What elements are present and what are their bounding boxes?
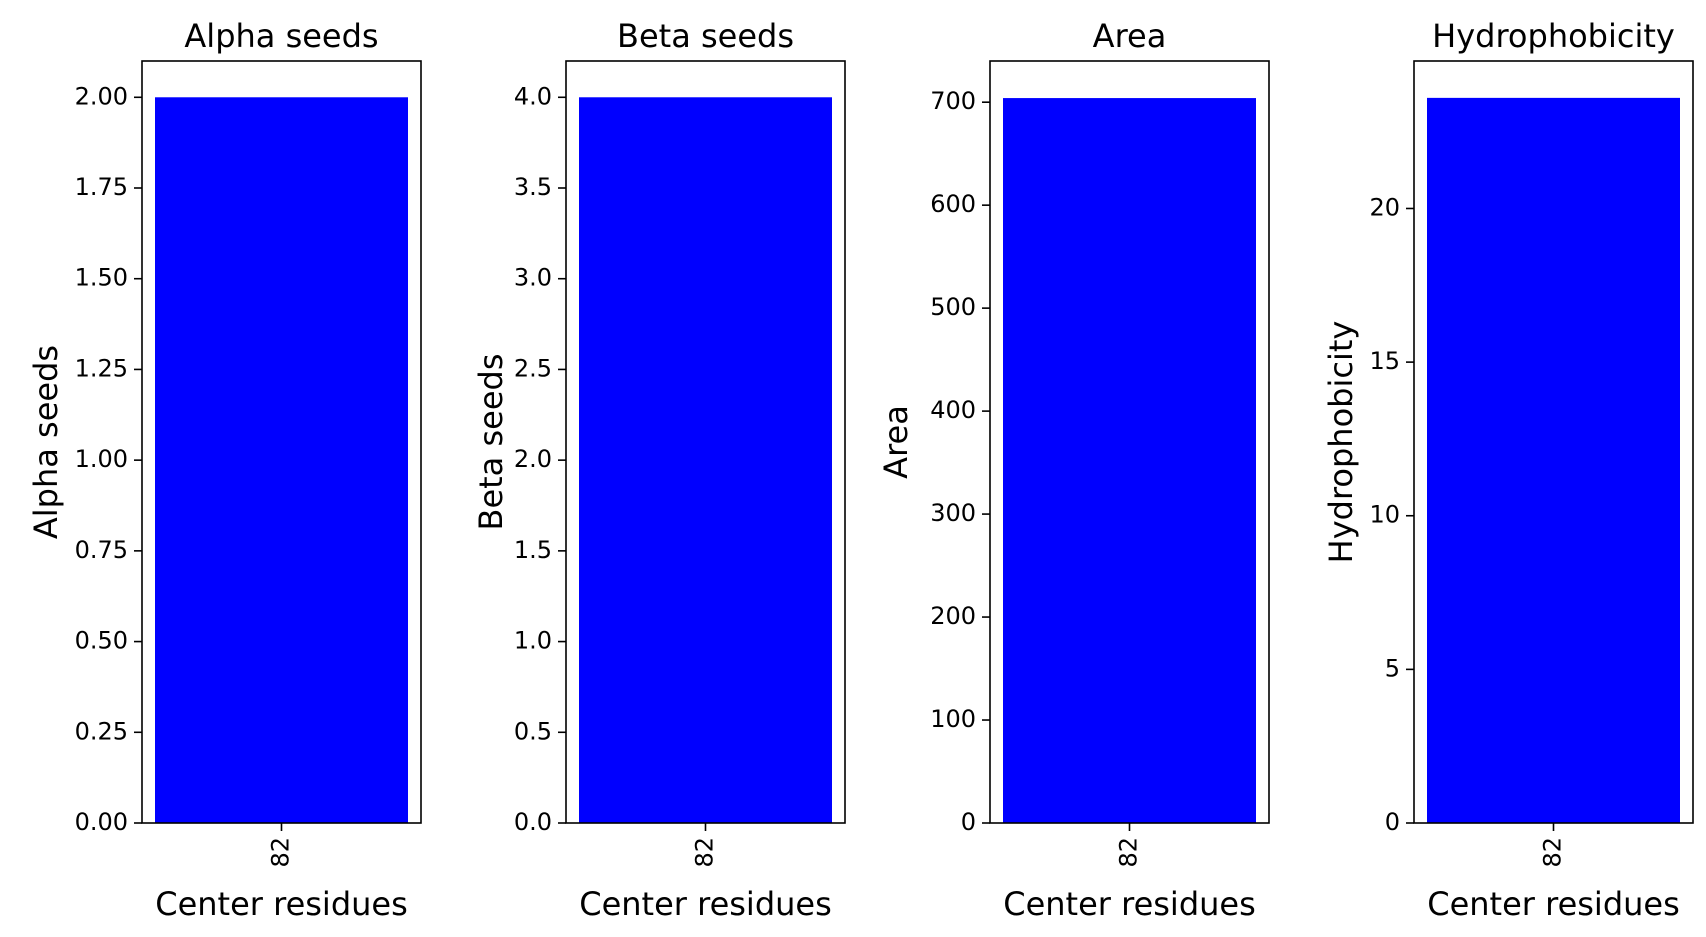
- y-axis-label: Area: [877, 405, 915, 479]
- y-tick-label: 1.5: [514, 536, 552, 564]
- y-tick-label: 600: [930, 190, 976, 218]
- y-tick-label: 2.0: [514, 445, 552, 473]
- y-axis-label: Beta seeds: [472, 354, 510, 531]
- y-tick-label: 15: [1369, 347, 1400, 375]
- x-tick-label: 82: [691, 837, 719, 868]
- x-axis-label: Center residues: [155, 885, 408, 923]
- y-tick-label: 1.75: [75, 173, 128, 201]
- panel-title: Hydrophobicity: [1432, 17, 1675, 55]
- x-tick-label: 82: [267, 837, 295, 868]
- y-tick-label: 1.25: [75, 354, 128, 382]
- y-tick-label: 700: [930, 87, 976, 115]
- panel-title: Alpha seeds: [184, 17, 378, 55]
- y-tick-label: 0.75: [75, 536, 128, 564]
- bar-1-1: [155, 97, 408, 824]
- y-tick-label: 2.00: [75, 82, 128, 110]
- y-tick-label: 3.0: [514, 264, 552, 292]
- y-tick-label: 0.0: [514, 808, 552, 836]
- panel-title: Area: [1093, 17, 1167, 55]
- y-tick-label: 0: [961, 808, 976, 836]
- y-tick-label: 1.00: [75, 445, 128, 473]
- y-tick-label: 0.50: [75, 627, 128, 655]
- y-tick-label: 300: [930, 499, 976, 527]
- y-tick-label: 1.50: [75, 264, 128, 292]
- y-tick-label: 500: [930, 293, 976, 321]
- y-tick-label: 5: [1385, 654, 1400, 682]
- panel-title: Beta seeds: [617, 17, 794, 55]
- y-axis-label: Hydrophobicity: [1322, 321, 1360, 564]
- bar-3-1: [1003, 98, 1256, 824]
- y-tick-label: 100: [930, 705, 976, 733]
- y-tick-label: 4.0: [514, 82, 552, 110]
- x-axis-label: Center residues: [1003, 885, 1256, 923]
- y-tick-label: 0: [1385, 808, 1400, 836]
- y-tick-label: 0.5: [514, 717, 552, 745]
- y-tick-label: 1.0: [514, 627, 552, 655]
- x-tick-label: 82: [1539, 837, 1567, 868]
- x-axis-label: Center residues: [1427, 885, 1680, 923]
- y-axis-label: Alpha seeds: [27, 345, 65, 539]
- x-tick-label: 82: [1115, 837, 1143, 868]
- y-tick-label: 400: [930, 396, 976, 424]
- y-tick-label: 10: [1369, 501, 1400, 529]
- y-tick-label: 200: [930, 602, 976, 630]
- y-tick-label: 3.5: [514, 173, 552, 201]
- x-axis-label: Center residues: [579, 885, 832, 923]
- bar-2-1: [579, 97, 832, 824]
- y-tick-label: 0.00: [75, 808, 128, 836]
- y-tick-label: 2.5: [514, 354, 552, 382]
- y-tick-label: 20: [1369, 193, 1400, 221]
- bar-4-1: [1427, 97, 1680, 823]
- y-tick-label: 0.25: [75, 717, 128, 745]
